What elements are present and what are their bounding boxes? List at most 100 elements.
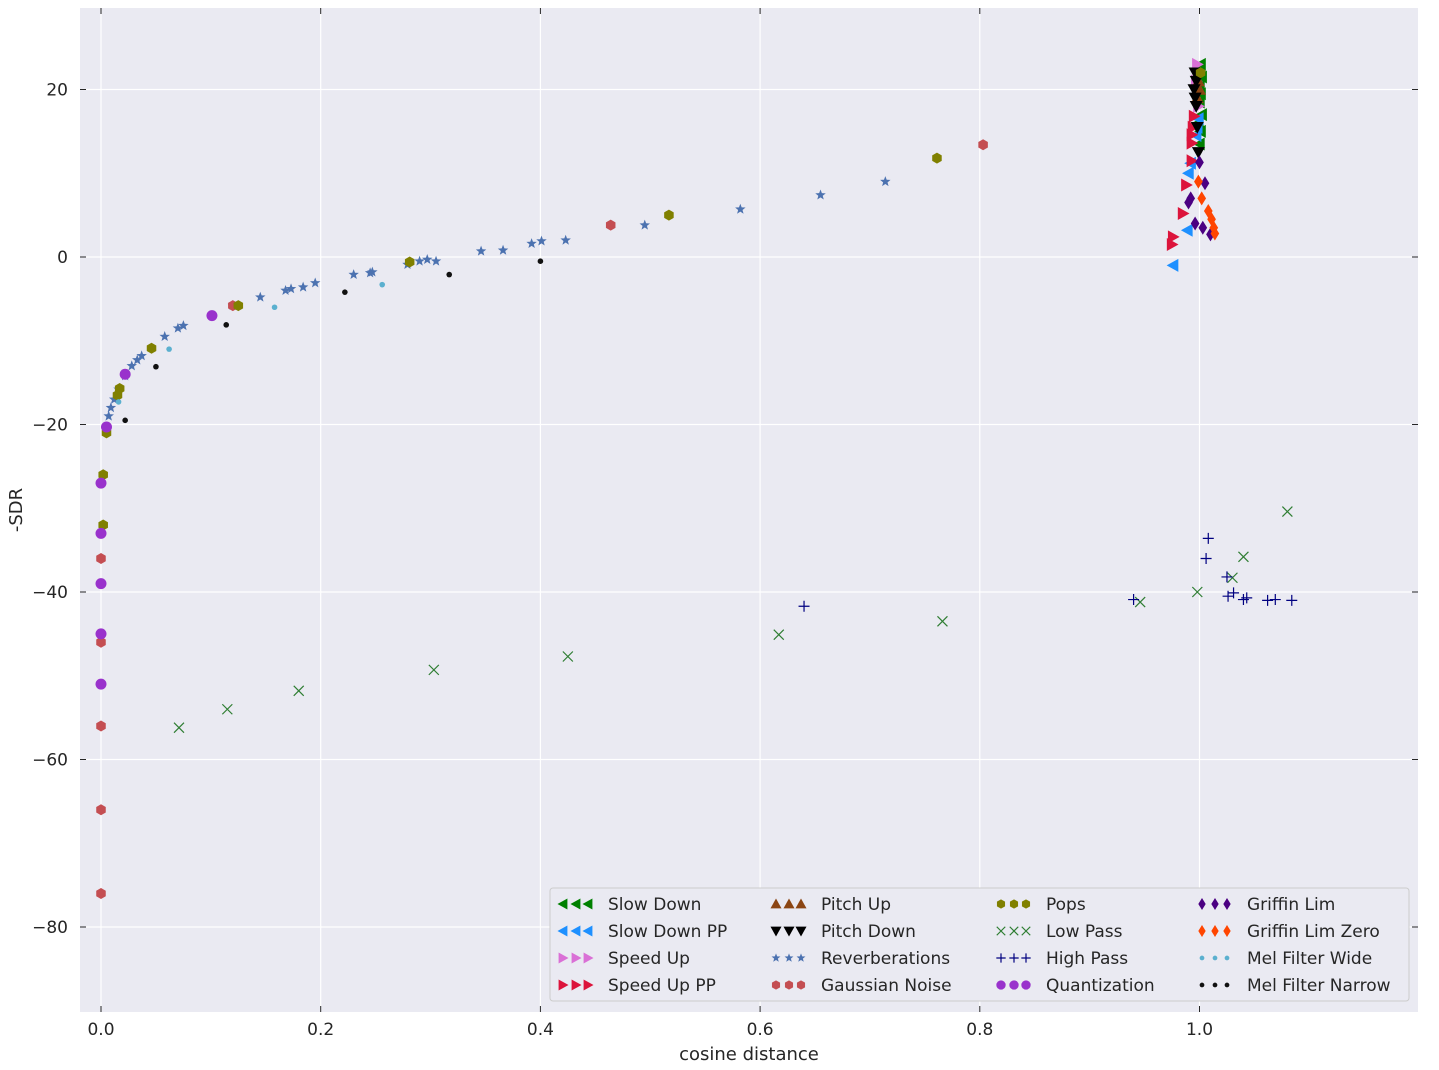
data-point — [255, 291, 266, 302]
legend-label: Griffin Lim — [1247, 895, 1335, 915]
data-point — [233, 300, 244, 312]
legend-marker-icon — [996, 980, 1006, 990]
data-point — [1190, 121, 1204, 134]
legend-marker-icon — [1009, 926, 1019, 936]
legend-label: Gaussian Noise — [821, 976, 952, 996]
data-point — [95, 578, 107, 590]
data-point — [108, 393, 120, 404]
data-point — [1198, 220, 1208, 235]
data-marks — [95, 57, 1298, 899]
data-point — [428, 664, 440, 676]
legend-marker-icon — [1212, 955, 1218, 961]
legend-item-pitch-down: Pitch Down — [770, 922, 916, 942]
data-point — [95, 477, 107, 489]
legend-label: Mel Filter Narrow — [1247, 976, 1391, 996]
legend-marker-icon — [1211, 898, 1219, 910]
legend-marker-icon — [783, 926, 795, 937]
legend-marker-icon — [1223, 898, 1231, 910]
data-point — [1227, 572, 1238, 584]
data-point — [414, 255, 425, 266]
legend-marker-icon — [583, 952, 594, 964]
legend-marker-icon — [795, 926, 807, 937]
data-point — [880, 176, 891, 187]
data-point — [1181, 178, 1193, 192]
series-reverberations — [103, 176, 891, 421]
grid-lines — [80, 8, 1418, 1012]
legend-marker-icon — [770, 926, 782, 937]
legend-marker-icon — [996, 926, 1006, 936]
legend-marker-icon — [796, 980, 806, 990]
legend-item-pops: Pops — [996, 895, 1086, 915]
x-tick-label: 0.4 — [527, 1020, 554, 1040]
legend-marker-icon — [1009, 899, 1019, 909]
data-point — [1167, 230, 1180, 244]
legend: Slow Down Slow Down PP Speed Up Speed Up PP… — [549, 887, 1410, 1002]
data-point — [297, 281, 309, 292]
data-point — [978, 139, 988, 151]
data-point — [285, 283, 297, 294]
data-point — [1202, 532, 1214, 544]
x-tick-label: 0.0 — [87, 1020, 114, 1040]
data-point — [114, 382, 125, 394]
y-axis-label: -SDR — [6, 488, 27, 532]
legend-marker-icon — [770, 898, 782, 909]
data-point — [664, 209, 674, 221]
legend-marker-icon — [558, 979, 569, 991]
legend-item-speed-up-pp: Speed Up PP — [558, 976, 716, 996]
legend-label: Quantization — [1046, 976, 1155, 996]
legend-marker-icon — [783, 898, 795, 909]
data-point — [223, 322, 230, 328]
x-tick-label: 0.2 — [307, 1020, 334, 1040]
legend-item-quantization: Quantization — [996, 976, 1155, 996]
legend-label: Slow Down PP — [608, 922, 727, 942]
legend-marker-icon — [1198, 925, 1206, 937]
axis-ticks: 0.0 0.2 0.4 0.6 0.8 1.0 20 0 −20 −40 −60 −80 — [32, 8, 1418, 1040]
data-point — [105, 402, 117, 413]
legend-item-high-pass: High Pass — [996, 949, 1128, 969]
data-point — [1182, 166, 1194, 180]
legend-item-pitch-up: Pitch Up — [770, 895, 891, 915]
data-point — [206, 310, 218, 322]
data-point — [1241, 592, 1253, 604]
data-point — [1189, 101, 1203, 113]
data-point — [95, 628, 107, 640]
data-point — [132, 354, 143, 365]
legend-box — [549, 887, 1410, 1002]
data-point — [379, 281, 386, 288]
data-point — [1228, 587, 1240, 599]
legend-marker-icon — [583, 979, 594, 991]
legend-label: Slow Down — [608, 895, 701, 915]
legend-marker-icon — [571, 979, 582, 991]
legend-item-gaussian-noise: Gaussian Noise — [771, 976, 952, 996]
data-point — [639, 219, 650, 230]
data-point — [605, 219, 616, 231]
legend-marker-icon — [784, 953, 794, 962]
data-point — [146, 342, 157, 354]
data-point — [1128, 594, 1140, 606]
legend-marker-icon — [996, 953, 1006, 963]
legend-marker-icon — [1009, 953, 1019, 963]
legend-item-griffin-lim: Griffin Lim — [1198, 895, 1335, 915]
data-point — [422, 254, 433, 264]
data-point — [1281, 506, 1293, 518]
x-tick-label: 0.8 — [966, 1020, 993, 1040]
series-griffin-lim — [1184, 155, 1215, 242]
legend-marker-icon — [1212, 982, 1218, 988]
data-point — [536, 235, 547, 246]
data-point — [100, 421, 112, 433]
data-point — [103, 410, 114, 421]
data-point — [96, 804, 106, 816]
legend-item-slow-down: Slow Down — [557, 895, 701, 915]
data-point — [1166, 258, 1179, 272]
data-point — [1177, 206, 1190, 220]
series-mel-filter-wide — [115, 281, 386, 405]
legend-marker-icon — [1223, 925, 1231, 937]
series-speed-up-pp — [1166, 109, 1201, 251]
data-point — [293, 685, 305, 697]
data-point — [342, 289, 348, 295]
data-point — [1186, 136, 1199, 150]
data-point — [560, 234, 571, 245]
data-point — [937, 615, 948, 627]
legend-label: Speed Up PP — [608, 976, 716, 996]
data-point — [96, 888, 106, 899]
